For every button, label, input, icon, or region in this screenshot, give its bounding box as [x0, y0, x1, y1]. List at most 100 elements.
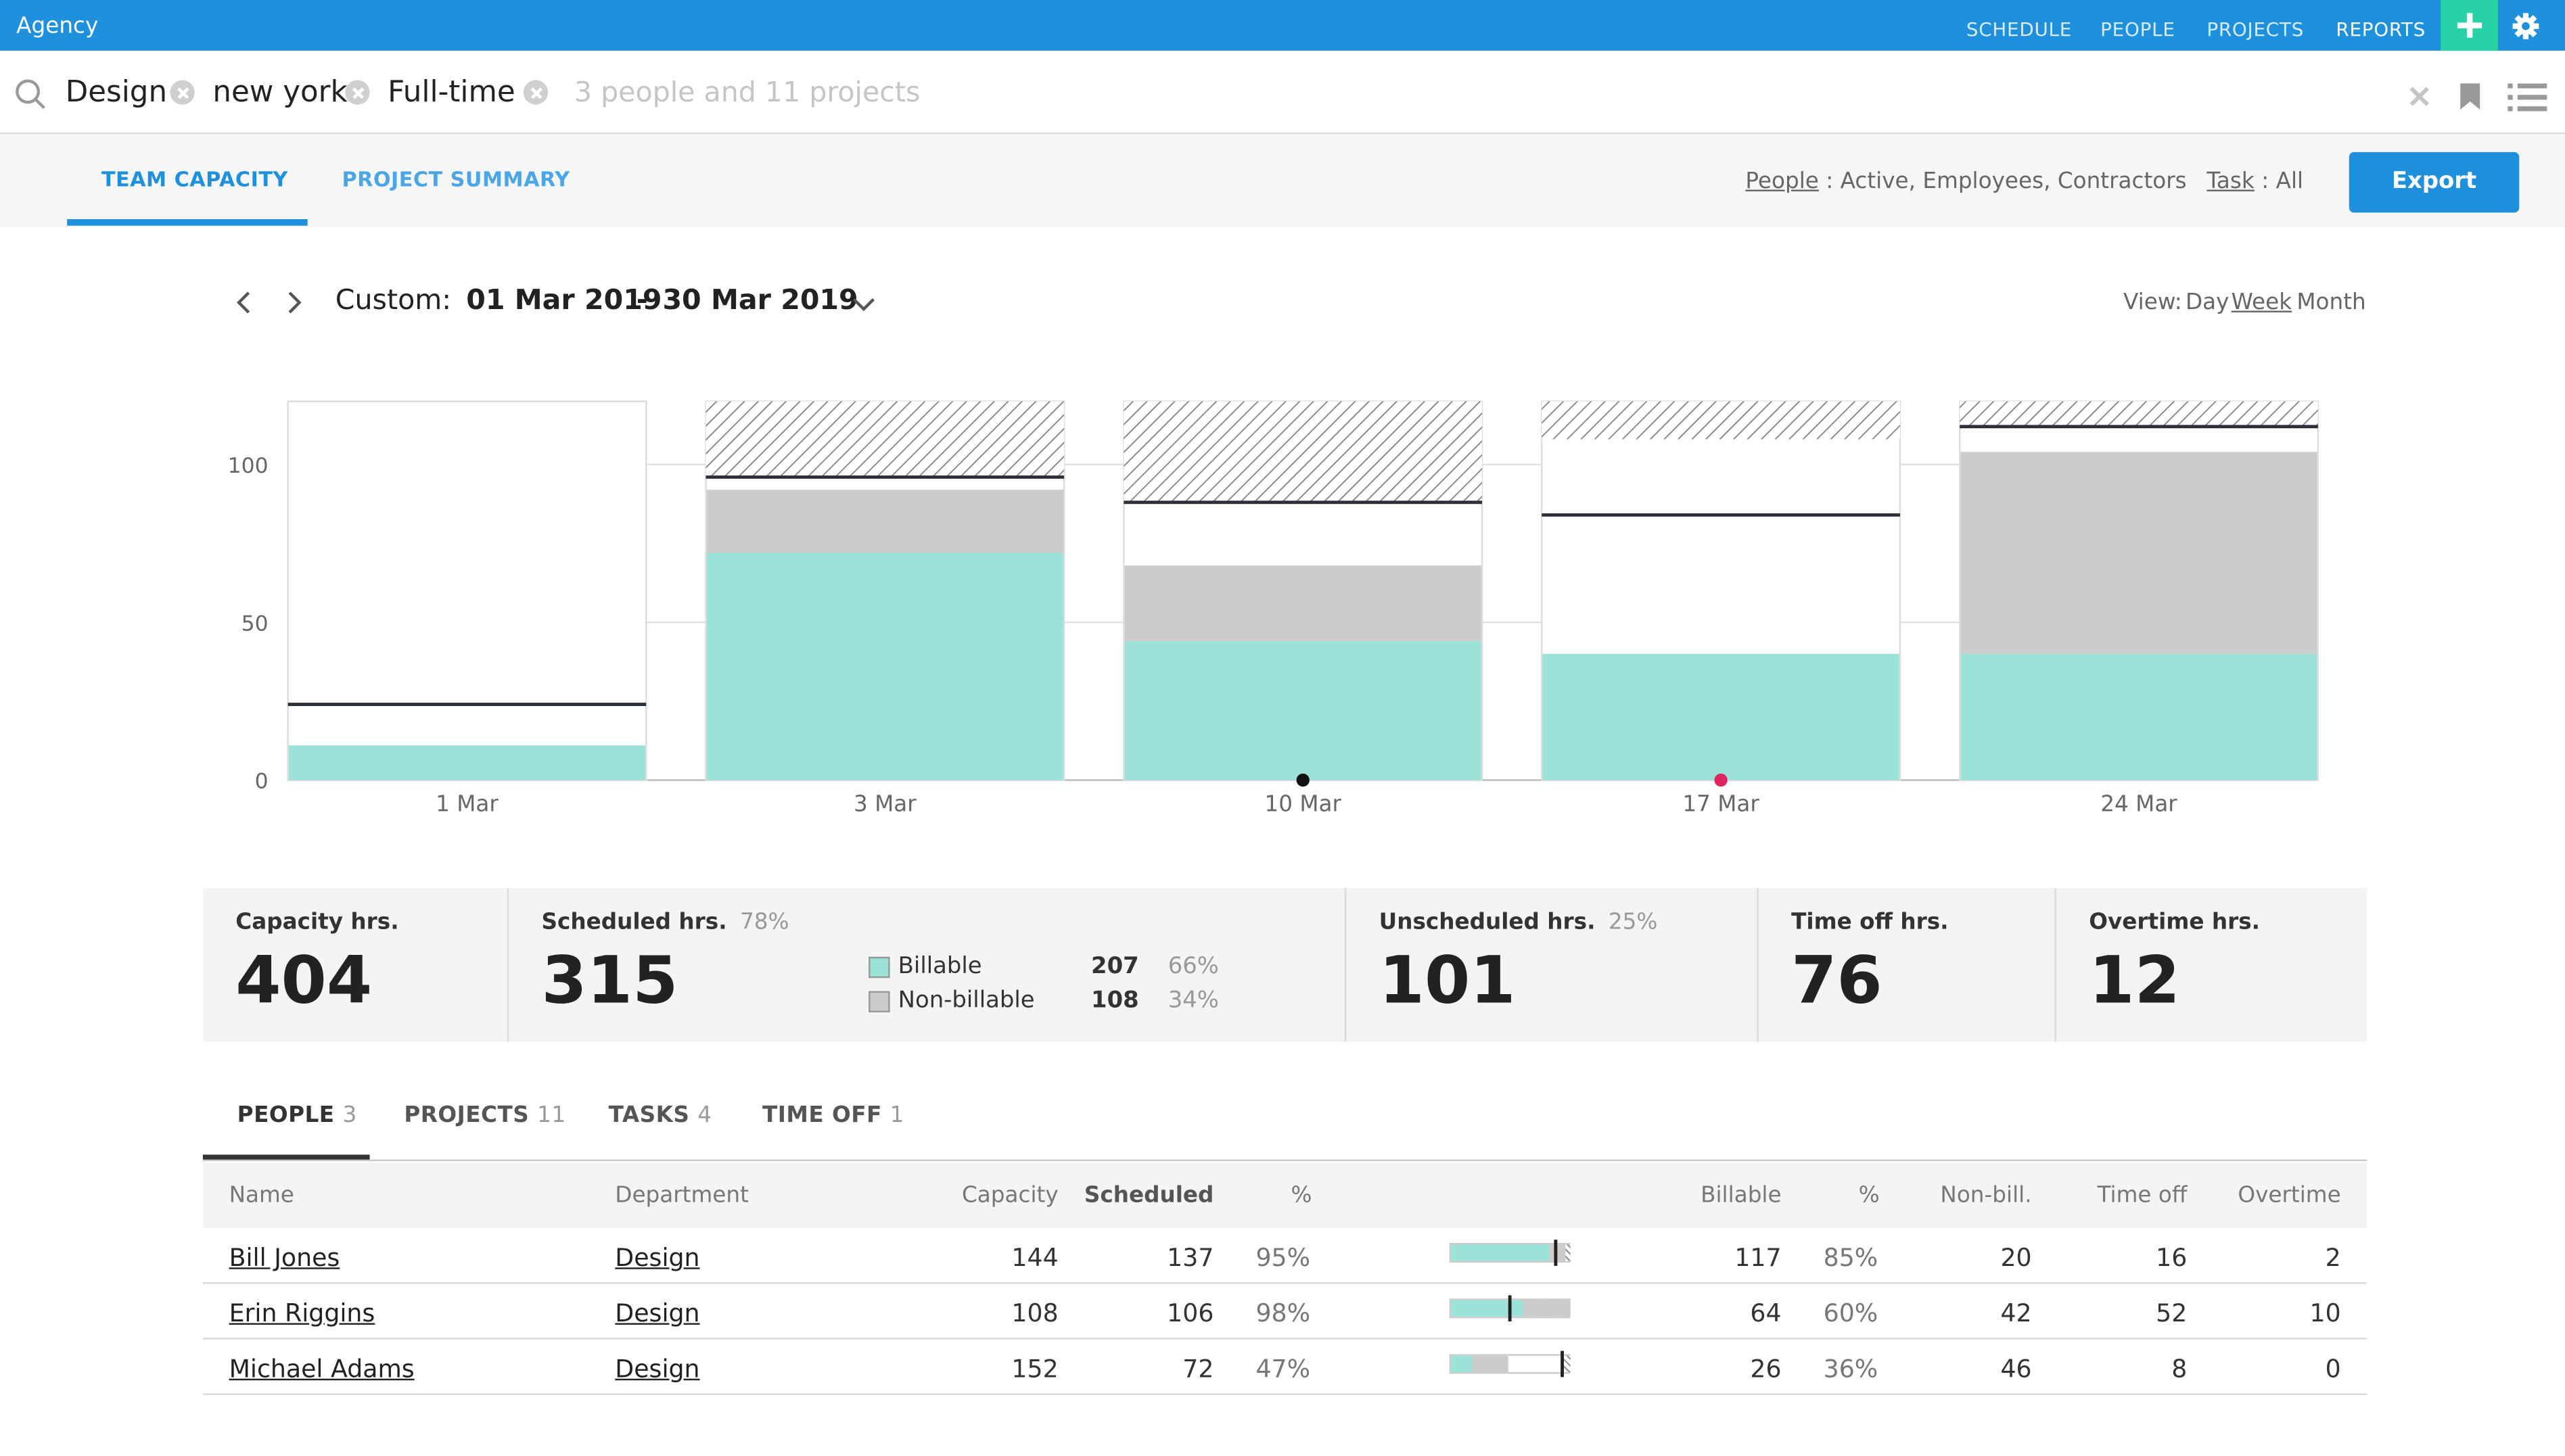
capacity-cell: 108	[1011, 1298, 1059, 1328]
bar-time-off	[1542, 401, 1900, 440]
col-department[interactable]: Department	[615, 1182, 749, 1209]
col-capacity[interactable]: Capacity	[962, 1182, 1059, 1209]
capacity-chart: 0 50 100 1 Mar 3 Mar 10 Mar 17 Mar 24 Mar	[228, 400, 2319, 817]
report-header: TEAM CAPACITY PROJECT SUMMARY People : A…	[0, 134, 2565, 228]
people-filter[interactable]: People : Active, Employees, Contractors	[1745, 168, 2186, 195]
col-name[interactable]: Name	[229, 1182, 294, 1209]
tab-people[interactable]: PEOPLE 3	[237, 1102, 357, 1129]
bar-billable[interactable]	[1960, 653, 2317, 780]
overtime-cell: 2	[2325, 1242, 2341, 1273]
pct-cell: 98%	[1255, 1298, 1311, 1328]
person-name[interactable]: Bill Jones	[229, 1242, 340, 1273]
bar-non-billable	[1523, 1300, 1571, 1317]
chevron-right-icon[interactable]	[285, 289, 304, 316]
settings-button[interactable]	[2505, 0, 2547, 51]
non-billable-cell: 42	[2000, 1298, 2032, 1328]
view-day[interactable]: Day	[2185, 289, 2229, 316]
bar-time-off	[706, 401, 1065, 477]
bar-billable[interactable]	[1124, 641, 1481, 780]
tab-project-summary[interactable]: PROJECT SUMMARY	[342, 166, 570, 191]
tab-tasks[interactable]: TASKS 4	[609, 1102, 712, 1129]
table-row[interactable]: Erin Riggins Design 108 106 98% 64 60% 42 52 10	[202, 1284, 2367, 1340]
unscheduled-label: Unscheduled hrs. 25%	[1379, 910, 1658, 936]
col-time-off[interactable]: Time off	[2097, 1182, 2188, 1209]
capacity-card: Capacity hrs. 404	[203, 888, 507, 1041]
top-bar: Agency SCHEDULE PEOPLE PROJECTS REPORTS	[0, 0, 2565, 51]
view-month[interactable]: Month	[2296, 289, 2366, 316]
bar-capacity-marker	[1508, 1295, 1512, 1322]
export-button[interactable]: Export	[2349, 151, 2520, 213]
bar-non-billable	[1472, 1355, 1508, 1373]
capacity-cell: 152	[1011, 1354, 1059, 1384]
nav-reports[interactable]: REPORTS	[2336, 18, 2426, 41]
department-link[interactable]: Design	[615, 1242, 700, 1273]
bar-billable[interactable]	[1542, 653, 1899, 780]
remove-chip-icon[interactable]	[523, 80, 549, 105]
date-range-start[interactable]: 01 Mar 2019	[466, 284, 662, 318]
table-top-border	[202, 1159, 2367, 1162]
app-title: Agency	[16, 13, 99, 40]
date-marker[interactable]	[1296, 773, 1310, 787]
person-name[interactable]: Michael Adams	[229, 1354, 415, 1384]
x-tick-label: 3 Mar	[854, 791, 917, 817]
col-billable-pct[interactable]: %	[1858, 1182, 1880, 1209]
pct-cell: 47%	[1255, 1354, 1311, 1384]
table-row[interactable]: Bill Jones Design 144 137 95% 117 85% 20 16 2	[202, 1228, 2367, 1284]
tab-projects[interactable]: PROJECTS 11	[404, 1102, 565, 1129]
tab-people-label: PEOPLE	[237, 1102, 335, 1129]
col-non-billable[interactable]: Non-bill.	[1940, 1182, 2032, 1209]
remove-chip-icon[interactable]	[170, 80, 195, 105]
list-icon[interactable]	[2508, 83, 2547, 112]
bar-billable[interactable]	[288, 745, 646, 780]
chevron-down-icon[interactable]	[851, 294, 877, 314]
bar-non-billable[interactable]	[706, 490, 1063, 553]
tab-team-capacity[interactable]: TEAM CAPACITY	[101, 166, 288, 191]
col-billable[interactable]: Billable	[1701, 1182, 1782, 1209]
bar-non-billable[interactable]	[1960, 452, 2317, 654]
nav-people[interactable]: PEOPLE	[2100, 18, 2175, 41]
task-filter[interactable]: Task : All	[2206, 168, 2303, 195]
col-overtime[interactable]: Overtime	[2238, 1182, 2341, 1209]
plus-icon	[2457, 13, 2482, 38]
people-filter-label[interactable]: People	[1745, 168, 1819, 195]
remove-chip-icon[interactable]	[345, 80, 370, 105]
view-label: View:	[2123, 289, 2182, 316]
chevron-left-icon[interactable]	[234, 289, 254, 316]
department-link[interactable]: Design	[615, 1298, 700, 1328]
scheduled-pct: 78%	[739, 909, 789, 936]
date-range-prefix: Custom:	[335, 284, 452, 318]
tab-time-off[interactable]: TIME OFF 1	[762, 1102, 904, 1129]
pct-cell: 95%	[1255, 1242, 1311, 1273]
overtime-label: Overtime hrs.	[2089, 909, 2261, 936]
col-scheduled[interactable]: Scheduled	[1084, 1182, 1214, 1209]
scheduled-label-text: Scheduled hrs.	[541, 909, 727, 936]
department-link[interactable]: Design	[615, 1354, 700, 1384]
y-tick-label: 0	[255, 770, 269, 794]
person-name[interactable]: Erin Riggins	[229, 1298, 375, 1328]
capacity-value: 404	[235, 943, 373, 1019]
tab-projects-label: PROJECTS	[404, 1102, 530, 1129]
billable-pct-cell: 60%	[1823, 1298, 1878, 1328]
view-week[interactable]: Week	[2231, 289, 2292, 316]
bookmark-icon[interactable]	[2459, 82, 2482, 112]
capacity-label: Capacity hrs.	[235, 909, 399, 936]
billable-swatch	[869, 956, 890, 979]
date-range-end[interactable]: 30 Mar 2019	[662, 284, 858, 318]
nav-projects[interactable]: PROJECTS	[2206, 18, 2305, 41]
bar-non-billable[interactable]	[1124, 565, 1481, 642]
date-marker[interactable]	[1714, 773, 1728, 787]
col-pct[interactable]: %	[1291, 1182, 1312, 1209]
billable-value: 207	[1091, 953, 1139, 980]
bar-frame	[287, 400, 647, 781]
task-filter-label[interactable]: Task	[2206, 168, 2255, 195]
clear-filters-icon[interactable]	[2408, 85, 2431, 108]
y-tick-label: 100	[228, 454, 269, 478]
billable-pct-cell: 36%	[1823, 1354, 1878, 1384]
filter-bar: Design new york Full-time 3 people and 1…	[0, 50, 2565, 135]
nav-schedule[interactable]: SCHEDULE	[1966, 18, 2073, 41]
billable-cell: 64	[1750, 1298, 1782, 1328]
bar-billable[interactable]	[706, 553, 1063, 780]
people-filter-value: : Active, Employees, Contractors	[1818, 168, 2187, 195]
table-row[interactable]: Michael Adams Design 152 72 47% 26 36% 46 8 0	[202, 1340, 2367, 1395]
add-button[interactable]	[2441, 0, 2498, 51]
